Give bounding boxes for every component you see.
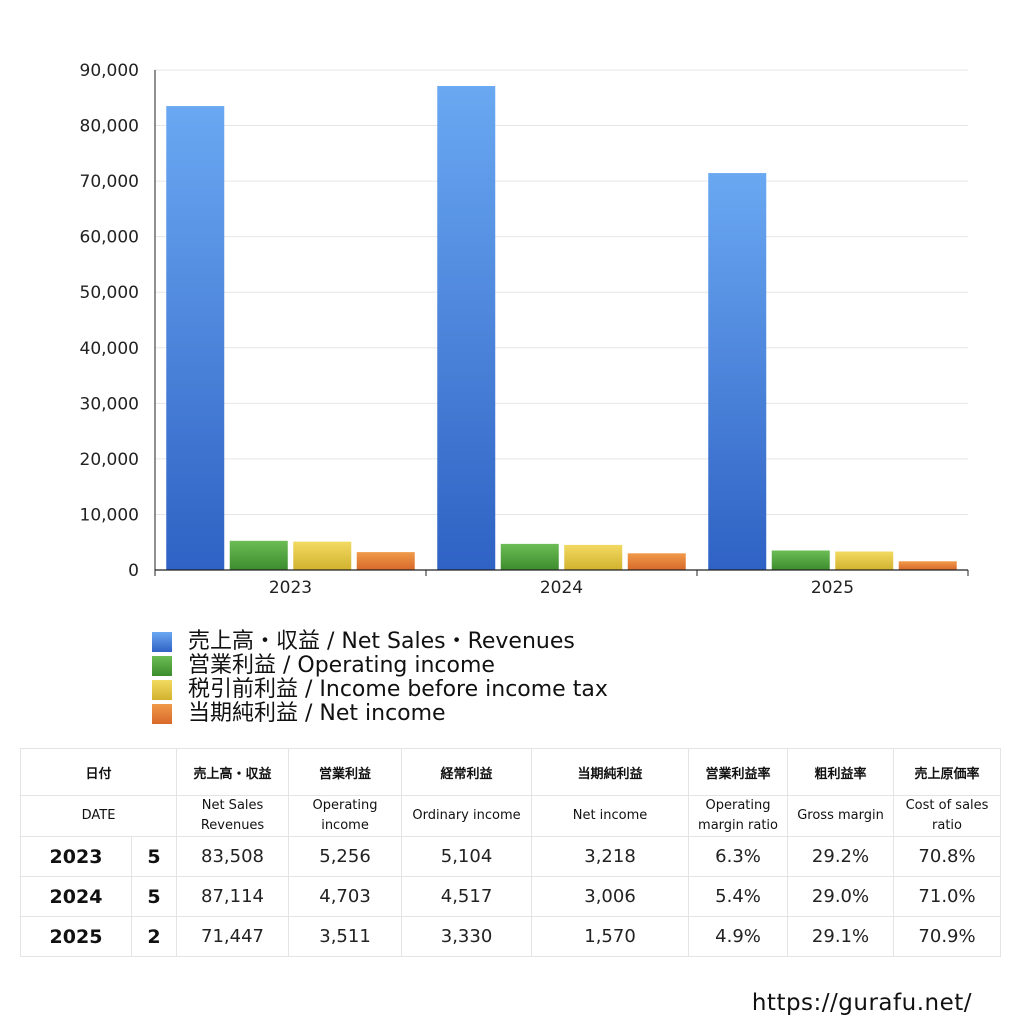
header-net-income-en: Net income — [531, 795, 690, 837]
x-tick-label: 2025 — [811, 578, 854, 598]
gross-margin-cell: 29.1% — [787, 916, 895, 957]
bar-2024-series-0 — [437, 86, 496, 571]
bar-2024-series-3 — [627, 553, 686, 570]
legend-label-operating-income: 営業利益 / Operating income — [188, 653, 495, 678]
year-cell: 2024 — [20, 876, 132, 917]
header-cost-ratio-en: Cost of sales ratio — [893, 795, 1002, 837]
legend-label-net-sales: 売上高・収益 / Net Sales・Revenues — [188, 629, 575, 654]
site-url[interactable]: https://gurafu.net/ — [751, 990, 972, 1016]
header-date-en: DATE — [19, 795, 178, 837]
ordinary-income-cell: 4,517 — [401, 876, 533, 917]
bar-2025-series-1 — [771, 550, 830, 570]
legend-swatch-income-before-tax — [152, 680, 172, 700]
table-row: 2023 5 83,508 5,256 5,104 3,218 6.3% 29.… — [20, 836, 1002, 877]
ordinary-income-cell: 3,330 — [401, 916, 533, 957]
legend-swatch-net-income — [152, 704, 172, 724]
bar-2023-series-1 — [229, 540, 288, 570]
header-operating-margin-en: Operating margin ratio — [688, 795, 789, 837]
y-tick-label: 90,000 — [80, 61, 139, 81]
header-net-sales-en: Net Sales Revenues — [176, 795, 290, 837]
net-income-cell: 3,218 — [531, 836, 690, 877]
net-income-cell: 1,570 — [531, 916, 690, 957]
operating-margin-cell: 4.9% — [688, 916, 789, 957]
header-ordinary-income-jp: 経常利益 — [401, 748, 533, 796]
cost-ratio-cell: 70.8% — [893, 836, 1002, 877]
operating-income-cell: 5,256 — [288, 836, 403, 877]
legend-swatch-operating-income — [152, 656, 172, 676]
chart-legend: 売上高・収益 / Net Sales・Revenues 営業利益 / Opera… — [152, 630, 608, 726]
bar-2023-series-3 — [356, 552, 415, 570]
table-header-row-en: DATE Net Sales Revenues Operating income… — [19, 795, 1002, 837]
x-tick-label: 2024 — [540, 578, 583, 598]
y-tick-label: 0 — [128, 561, 139, 581]
bar-2023-series-0 — [166, 106, 225, 571]
y-tick-label: 50,000 — [80, 283, 139, 303]
legend-item-net-sales: 売上高・収益 / Net Sales・Revenues — [152, 630, 608, 654]
legend-item-net-income: 当期純利益 / Net income — [152, 702, 608, 726]
bar-2023-series-2 — [293, 541, 352, 570]
grid-lines — [155, 69, 968, 515]
months-cell: 5 — [130, 836, 178, 877]
header-cost-ratio-jp: 売上原価率 — [893, 748, 1002, 796]
y-tick-label: 80,000 — [80, 117, 139, 137]
net-sales-cell: 83,508 — [176, 836, 290, 877]
year-cell: 2023 — [20, 836, 132, 877]
bar-2025-series-3 — [898, 561, 957, 570]
operating-margin-cell: 5.4% — [688, 876, 789, 917]
legend-item-income-before-tax: 税引前利益 / Income before income tax — [152, 678, 608, 702]
x-axis-tick-labels: 2023 2024 2025 — [269, 578, 854, 598]
net-sales-cell: 71,447 — [176, 916, 290, 957]
header-gross-margin-jp: 粗利益率 — [787, 748, 895, 796]
header-ordinary-income-en: Ordinary income — [401, 795, 533, 837]
y-tick-label: 40,000 — [80, 339, 139, 359]
bar-2024-series-2 — [564, 544, 623, 570]
gross-margin-cell: 29.0% — [787, 876, 895, 917]
bar-2024-series-1 — [500, 543, 559, 570]
y-tick-label: 60,000 — [80, 228, 139, 248]
axes — [154, 70, 969, 576]
bar-2025-series-0 — [708, 173, 767, 571]
header-date-jp: 日付 — [19, 748, 178, 796]
header-net-income-jp: 当期純利益 — [531, 748, 690, 796]
year-cell: 2025 — [20, 916, 132, 957]
months-cell: 2 — [130, 916, 178, 957]
bar-2025-series-2 — [835, 551, 894, 570]
x-tick-label: 2023 — [269, 578, 312, 598]
legend-label-net-income: 当期純利益 / Net income — [188, 701, 446, 726]
legend-swatch-net-sales — [152, 632, 172, 652]
y-tick-label: 10,000 — [80, 505, 139, 525]
operating-margin-cell: 6.3% — [688, 836, 789, 877]
table-row: 2024 5 87,114 4,703 4,517 3,006 5.4% 29.… — [20, 876, 1002, 917]
header-operating-income-en: Operating income — [288, 795, 403, 837]
header-gross-margin-en: Gross margin — [787, 795, 895, 837]
financial-data-table: 日付 売上高・収益 営業利益 経常利益 当期純利益 営業利益率 粗利益率 売上原… — [19, 748, 1002, 957]
months-cell: 5 — [130, 876, 178, 917]
net-income-cell: 3,006 — [531, 876, 690, 917]
gross-margin-cell: 29.2% — [787, 836, 895, 877]
y-tick-label: 70,000 — [80, 172, 139, 192]
operating-income-cell: 4,703 — [288, 876, 403, 917]
header-operating-margin-jp: 営業利益率 — [688, 748, 789, 796]
cost-ratio-cell: 71.0% — [893, 876, 1002, 917]
legend-label-income-before-tax: 税引前利益 / Income before income tax — [188, 677, 608, 702]
cost-ratio-cell: 70.9% — [893, 916, 1002, 957]
operating-income-cell: 3,511 — [288, 916, 403, 957]
header-operating-income-jp: 営業利益 — [288, 748, 403, 796]
header-net-sales-jp: 売上高・収益 — [176, 748, 290, 796]
ordinary-income-cell: 5,104 — [401, 836, 533, 877]
table-header-row-jp: 日付 売上高・収益 営業利益 経常利益 当期純利益 営業利益率 粗利益率 売上原… — [19, 748, 1002, 796]
table-row: 2025 2 71,447 3,511 3,330 1,570 4.9% 29.… — [20, 916, 1002, 957]
bar-chart: 0 10,000 20,000 30,000 40,000 50,000 60,000 70,… — [80, 61, 969, 598]
y-tick-label: 20,000 — [80, 450, 139, 470]
net-sales-cell: 87,114 — [176, 876, 290, 917]
legend-item-operating-income: 営業利益 / Operating income — [152, 654, 608, 678]
y-axis-tick-labels: 0 10,000 20,000 30,000 40,000 50,000 60,000 70,… — [80, 61, 139, 581]
bars — [166, 86, 957, 571]
y-tick-label: 30,000 — [80, 394, 139, 414]
